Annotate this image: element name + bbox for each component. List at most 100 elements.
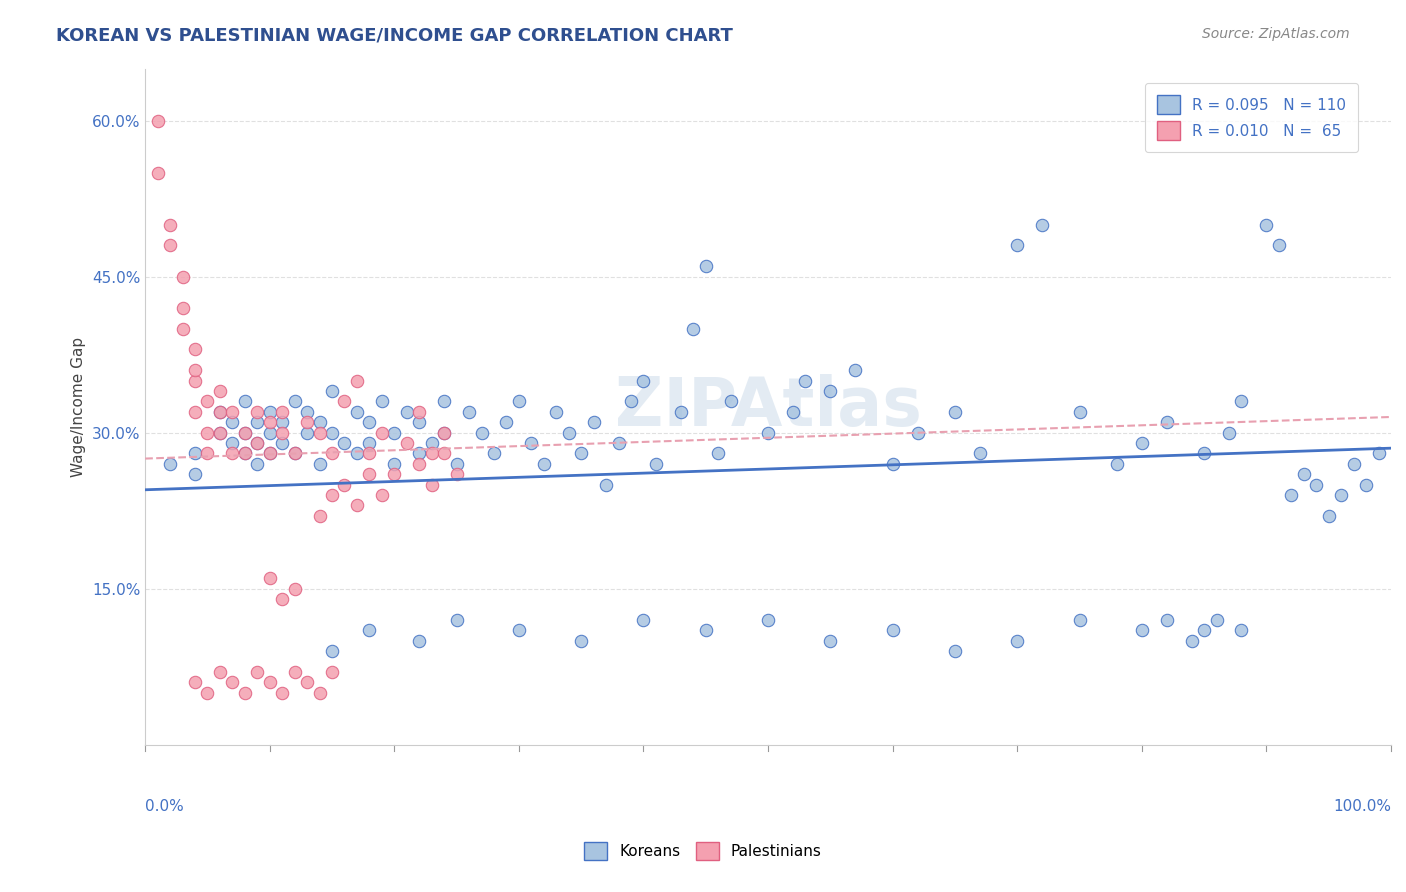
Point — [271, 685, 294, 699]
Point — [259, 675, 281, 690]
Point — [359, 467, 381, 482]
Point — [321, 644, 343, 658]
Point — [346, 446, 368, 460]
Point — [197, 446, 219, 460]
Point — [359, 415, 381, 429]
Point — [208, 425, 231, 440]
Point — [446, 457, 468, 471]
Point — [546, 405, 568, 419]
Point — [295, 675, 318, 690]
Point — [1218, 425, 1240, 440]
Point — [172, 321, 194, 335]
Point — [907, 425, 929, 440]
Point — [308, 685, 330, 699]
Point — [669, 405, 692, 419]
Point — [1230, 623, 1253, 637]
Point — [308, 415, 330, 429]
Point — [844, 363, 866, 377]
Point — [595, 477, 617, 491]
Point — [221, 415, 243, 429]
Point — [233, 685, 256, 699]
Point — [782, 405, 804, 419]
Point — [259, 571, 281, 585]
Point — [159, 238, 181, 252]
Point — [233, 425, 256, 440]
Text: ZIPAtlas: ZIPAtlas — [614, 374, 921, 440]
Point — [271, 405, 294, 419]
Point — [533, 457, 555, 471]
Point — [321, 665, 343, 679]
Point — [433, 425, 456, 440]
Point — [707, 446, 730, 460]
Y-axis label: Wage/Income Gap: Wage/Income Gap — [72, 336, 86, 476]
Point — [184, 467, 207, 482]
Point — [259, 405, 281, 419]
Point — [308, 457, 330, 471]
Point — [620, 394, 643, 409]
Point — [333, 394, 356, 409]
Point — [1317, 508, 1340, 523]
Point — [969, 446, 991, 460]
Point — [208, 384, 231, 398]
Point — [470, 425, 492, 440]
Text: Source: ZipAtlas.com: Source: ZipAtlas.com — [1202, 27, 1350, 41]
Point — [558, 425, 581, 440]
Point — [420, 436, 443, 450]
Point — [820, 384, 842, 398]
Point — [184, 363, 207, 377]
Point — [371, 394, 394, 409]
Point — [295, 405, 318, 419]
Point — [508, 394, 530, 409]
Point — [259, 446, 281, 460]
Point — [420, 477, 443, 491]
Point — [346, 374, 368, 388]
Point — [446, 613, 468, 627]
Point — [756, 613, 779, 627]
Point — [1279, 488, 1302, 502]
Point — [1156, 415, 1178, 429]
Point — [146, 165, 169, 179]
Point — [346, 405, 368, 419]
Point — [433, 425, 456, 440]
Point — [221, 675, 243, 690]
Point — [308, 425, 330, 440]
Point — [633, 613, 655, 627]
Point — [159, 457, 181, 471]
Point — [184, 405, 207, 419]
Point — [172, 301, 194, 315]
Point — [1069, 405, 1091, 419]
Point — [695, 259, 717, 273]
Point — [633, 374, 655, 388]
Point — [408, 446, 430, 460]
Point — [1007, 633, 1029, 648]
Point — [495, 415, 517, 429]
Point — [1130, 436, 1153, 450]
Point — [197, 685, 219, 699]
Point — [408, 415, 430, 429]
Point — [682, 321, 704, 335]
Point — [382, 425, 405, 440]
Point — [1343, 457, 1365, 471]
Point — [321, 384, 343, 398]
Point — [321, 488, 343, 502]
Point — [1007, 238, 1029, 252]
Point — [284, 582, 307, 596]
Point — [221, 405, 243, 419]
Point — [395, 436, 418, 450]
Point — [184, 374, 207, 388]
Point — [321, 425, 343, 440]
Point — [221, 436, 243, 450]
Point — [333, 477, 356, 491]
Point — [246, 405, 269, 419]
Text: 100.0%: 100.0% — [1333, 798, 1391, 814]
Point — [1305, 477, 1327, 491]
Point — [284, 394, 307, 409]
Point — [246, 665, 269, 679]
Point — [820, 633, 842, 648]
Point — [271, 436, 294, 450]
Point — [197, 425, 219, 440]
Point — [395, 405, 418, 419]
Point — [1069, 613, 1091, 627]
Point — [1205, 613, 1227, 627]
Point — [321, 446, 343, 460]
